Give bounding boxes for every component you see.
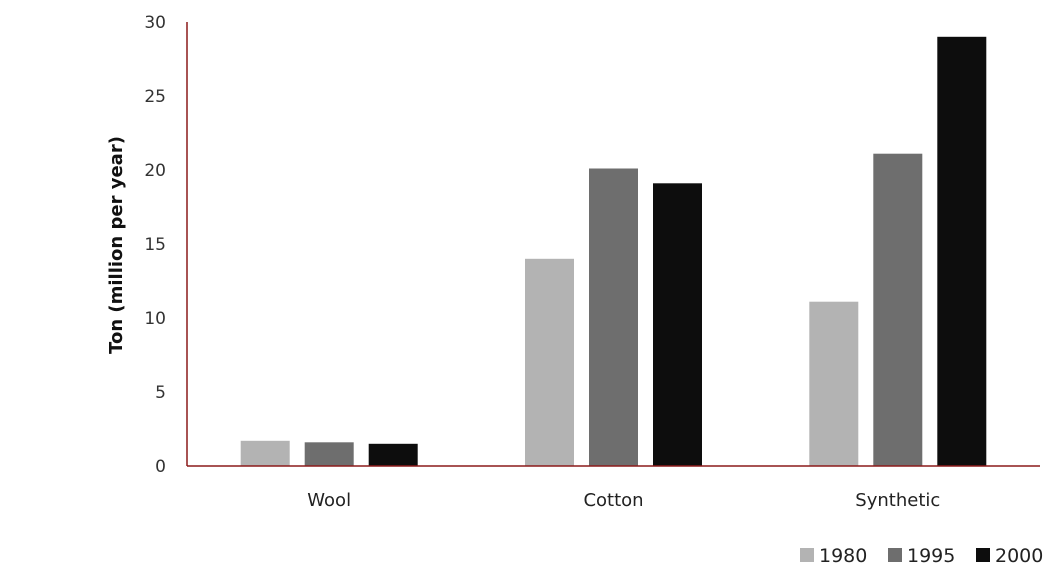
bar-synthetic-2000: [937, 36, 987, 467]
bar-cotton-1995: [589, 168, 638, 466]
x-category-labels: Wool Cotton Synthetic: [307, 490, 940, 511]
bar-wool-1995: [304, 442, 354, 466]
legend-label-1995: 1995: [907, 545, 955, 567]
y-axis-title: Ton (million per year): [106, 136, 127, 354]
y-tick-labels: 0 5 10 15 20 25 30: [144, 13, 166, 477]
x-category-label-cotton: Cotton: [583, 490, 643, 511]
legend: 1980 1995 2000: [800, 545, 1043, 567]
bars-layer: [240, 36, 987, 467]
y-tick-label-30: 30: [144, 13, 166, 33]
y-tick-label-0: 0: [155, 457, 166, 477]
legend-label-2000: 2000: [995, 545, 1043, 567]
legend-swatch-1980: [800, 548, 814, 562]
y-tick-label-15: 15: [144, 235, 166, 255]
x-category-label-synthetic: Synthetic: [855, 490, 940, 511]
axes-layer: [186, 22, 1040, 467]
bar-synthetic-1995: [873, 153, 923, 466]
bar-synthetic-1980: [809, 301, 859, 466]
legend-swatch-2000: [976, 548, 990, 562]
bar-wool-1980: [240, 440, 290, 466]
bar-cotton-1980: [525, 258, 574, 466]
y-tick-label-5: 5: [155, 383, 166, 403]
bar-cotton-2000: [653, 183, 702, 467]
y-tick-label-10: 10: [144, 309, 166, 329]
bar-wool-2000: [368, 443, 418, 466]
legend-swatch-1995: [888, 548, 902, 562]
y-tick-label-20: 20: [144, 161, 166, 181]
legend-label-1980: 1980: [819, 545, 867, 567]
x-category-label-wool: Wool: [307, 490, 351, 511]
y-tick-label-25: 25: [144, 87, 166, 107]
